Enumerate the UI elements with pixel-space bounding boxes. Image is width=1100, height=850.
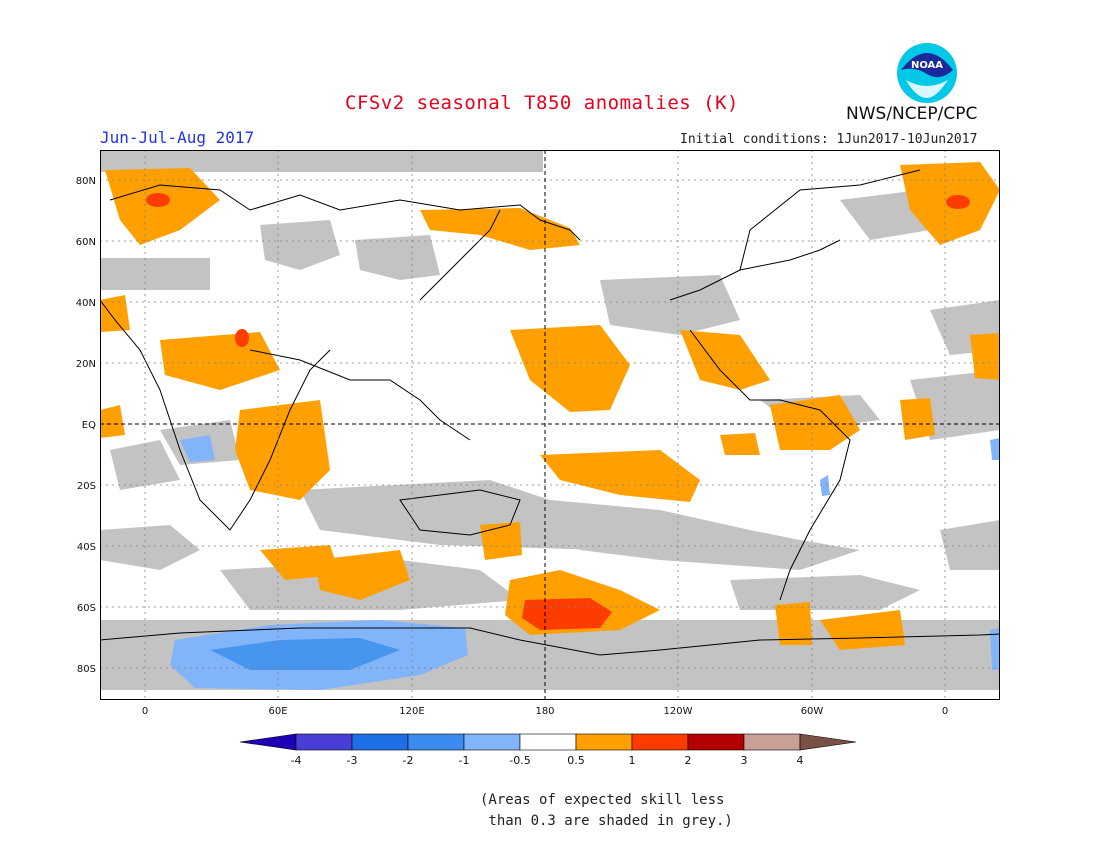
colorbar-swatch — [407, 733, 465, 751]
lon-label: 180 — [535, 706, 554, 717]
colorbar-swatch — [631, 733, 689, 751]
colorbar: -4 -3 -2 -1 -0.5 0.5 1 2 3 4 — [239, 733, 857, 767]
colorbar-swatch — [351, 733, 409, 751]
longitude-labels: 0 60E 120E 180 120W 60W 0 — [142, 706, 948, 717]
colorbar-label: 1 — [629, 754, 636, 767]
equator-dateline — [100, 150, 1000, 700]
lon-label: 120W — [664, 706, 693, 717]
colorbar-label: -3 — [347, 754, 358, 767]
graticule — [100, 150, 1000, 700]
coastlines — [100, 169, 1000, 656]
colorbar-labels: -4 -3 -2 -1 -0.5 0.5 1 2 3 4 — [291, 754, 804, 767]
season-label: Jun-Jul-Aug 2017 — [100, 128, 255, 147]
colorbar-swatch — [743, 733, 801, 751]
lat-label: 60N — [76, 237, 96, 248]
agency-label: NWS/NCEP/CPC — [846, 104, 978, 124]
lon-label: 0 — [942, 706, 948, 717]
colorbar-swatch — [463, 733, 521, 751]
lon-label: 120E — [399, 706, 424, 717]
anomaly-map — [100, 150, 1000, 700]
latitude-labels: 80N 60N 40N 20N EQ 20S 40S 60S 80S — [76, 176, 96, 675]
lat-label: 40N — [76, 298, 96, 309]
colorbar-label: -0.5 — [509, 754, 530, 767]
skill-note: (Areas of expected skill less than 0.3 a… — [480, 792, 733, 829]
colorbar-swatches — [239, 733, 857, 751]
lon-label: 0 — [142, 706, 148, 717]
colorbar-label: 0.5 — [567, 754, 585, 767]
colorbar-label: -2 — [403, 754, 414, 767]
lon-label: 60W — [801, 706, 824, 717]
colorbar-swatch — [519, 733, 577, 751]
negative-anomalies — [170, 435, 1000, 690]
svg-text:NOAA: NOAA — [911, 60, 943, 71]
lat-label: 60S — [77, 603, 96, 614]
colorbar-label: -1 — [459, 754, 470, 767]
colorbar-label: -4 — [291, 754, 302, 767]
lon-label: 60E — [268, 706, 287, 717]
lat-label: 20S — [77, 481, 96, 492]
colorbar-swatch — [239, 733, 297, 751]
lat-label: EQ — [82, 420, 96, 431]
colorbar-swatch — [687, 733, 745, 751]
colorbar-label: 4 — [797, 754, 804, 767]
lat-label: 20N — [76, 359, 96, 370]
lat-label: 80S — [77, 664, 96, 675]
colorbar-swatch — [799, 733, 857, 751]
noaa-logo: NOAA — [897, 43, 957, 103]
colorbar-swatch — [295, 733, 353, 751]
colorbar-label: 2 — [685, 754, 692, 767]
colorbar-label: 3 — [741, 754, 748, 767]
colorbar-swatch — [575, 733, 633, 751]
initial-conditions: Initial conditions: 1Jun2017-10Jun2017 — [680, 132, 978, 147]
map-title: CFSv2 seasonal T850 anomalies (K) — [345, 92, 739, 114]
lat-label: 40S — [77, 542, 96, 553]
lat-label: 80N — [76, 176, 96, 187]
